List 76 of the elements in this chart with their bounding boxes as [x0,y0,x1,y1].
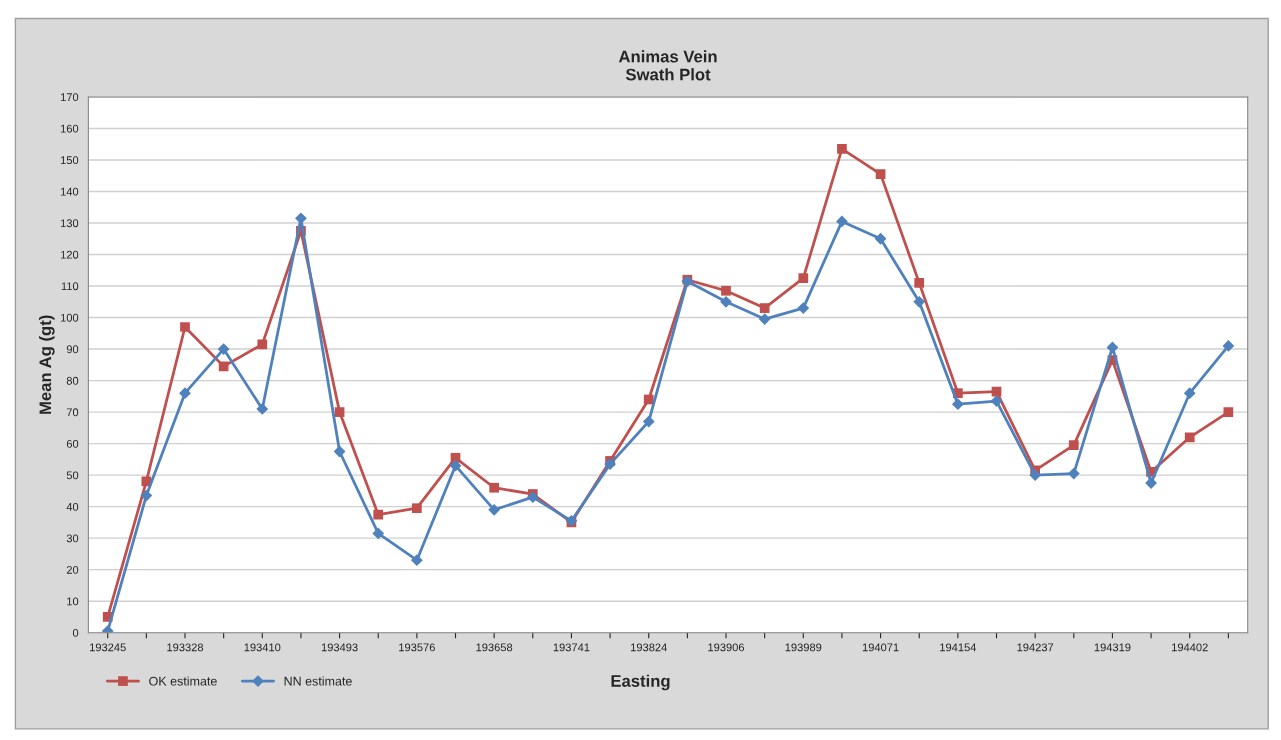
point [1183,387,1196,400]
point [1222,340,1235,352]
point [836,215,848,228]
x-tick-label: 193741 [553,643,590,652]
point [412,503,422,514]
point [798,273,809,284]
point [990,395,1003,407]
point [179,387,191,400]
point [373,509,384,520]
point [410,554,423,567]
y-tick-label: 0 [72,628,79,637]
x-tick-label: 193328 [167,643,204,652]
x-tick-label: 194402 [1172,643,1208,652]
y-tick-label: 110 [61,282,79,291]
legend-label: NN estimate [284,676,352,686]
point [180,322,190,332]
legend-label: OK estimate [149,676,217,686]
point [951,398,964,411]
point [1068,440,1079,451]
point [1223,407,1234,417]
point [874,232,887,245]
x-tick-label: 193410 [244,643,281,652]
x-tick-label: 193576 [399,643,435,652]
point [720,295,732,308]
y-tick-label: 170 [60,93,79,102]
y-tick-label: 140 [60,187,79,196]
y-tick-label: 10 [67,597,79,606]
point [797,302,810,314]
point [642,415,655,428]
point [1067,467,1080,480]
x-tick-label: 193493 [321,643,358,652]
point [1184,432,1195,443]
point [488,503,501,516]
y-tick-label: 70 [66,408,79,417]
y-tick-label: 80 [66,376,79,385]
point [372,527,385,540]
y-tick-label: 20 [66,565,79,574]
point [257,339,268,350]
x-tick-label: 193658 [476,643,513,652]
x-tick-label: 194154 [940,643,977,652]
y-axis-title: Mean Ag (gt) [38,315,55,414]
x-tick-label: 193906 [708,643,745,652]
x-tick-label: 194237 [1017,643,1054,652]
x-tick-label: 194071 [862,643,899,652]
point [758,313,771,326]
y-tick-label: 50 [66,471,79,480]
y-tick-label: 150 [60,156,79,165]
y-tick-label: 40 [66,502,79,511]
y-tick-label: 60 [66,439,79,448]
x-tick-label: 194319 [1094,643,1131,652]
y-tick-label: 160 [60,124,79,133]
chart-title: Animas Vein Swath Plot [618,50,717,81]
y-tick-label: 30 [66,534,79,543]
y-tick-label: 100 [60,313,79,322]
point [489,482,500,493]
point [256,403,269,415]
point [604,458,616,470]
point [913,295,926,308]
x-tick-label: 193245 [90,643,126,652]
y-tick-label: 130 [60,219,79,228]
x-tick-label: 193824 [631,643,667,652]
point [759,303,770,313]
point [218,361,229,372]
point [914,278,925,288]
x-axis-title: Easting [611,674,670,691]
point [334,407,345,417]
point [449,459,462,472]
y-tick-label: 90 [66,345,79,354]
point [140,489,153,502]
x-tick-label: 193989 [785,643,822,652]
point [721,285,731,296]
y-tick-label: 120 [60,250,79,259]
point [217,343,230,355]
point [837,144,847,154]
point [526,491,539,504]
point [875,169,886,180]
